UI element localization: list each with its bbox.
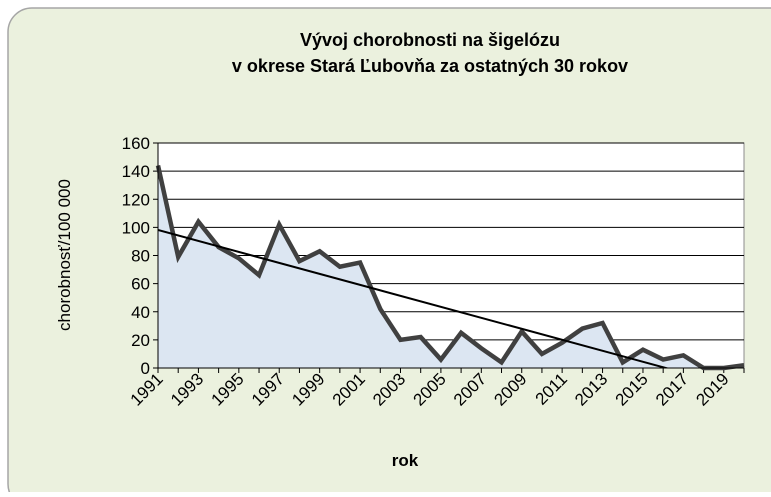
y-tick-label: 100: [122, 218, 150, 237]
y-axis-label: chorobnosť/100 000: [55, 179, 74, 331]
y-tick-label: 160: [122, 134, 150, 153]
y-tick-label: 20: [131, 331, 150, 350]
y-tick-label: 0: [141, 359, 150, 378]
y-tick-label: 60: [131, 275, 150, 294]
area: [158, 165, 744, 368]
line: [155, 165, 745, 371]
trendline: [158, 228, 670, 368]
y-tick-label: 140: [122, 162, 150, 181]
chart-title: v okrese Stará Ľubovňa za ostatných 30 r…: [232, 56, 628, 76]
y-tick-label: 120: [122, 190, 150, 209]
chart-title: Vývoj chorobnosti na šigelózu: [300, 30, 560, 50]
x-axis-label: rok: [392, 451, 419, 470]
y-tick-label: 80: [131, 247, 150, 266]
y-tick-label: 40: [131, 303, 150, 322]
